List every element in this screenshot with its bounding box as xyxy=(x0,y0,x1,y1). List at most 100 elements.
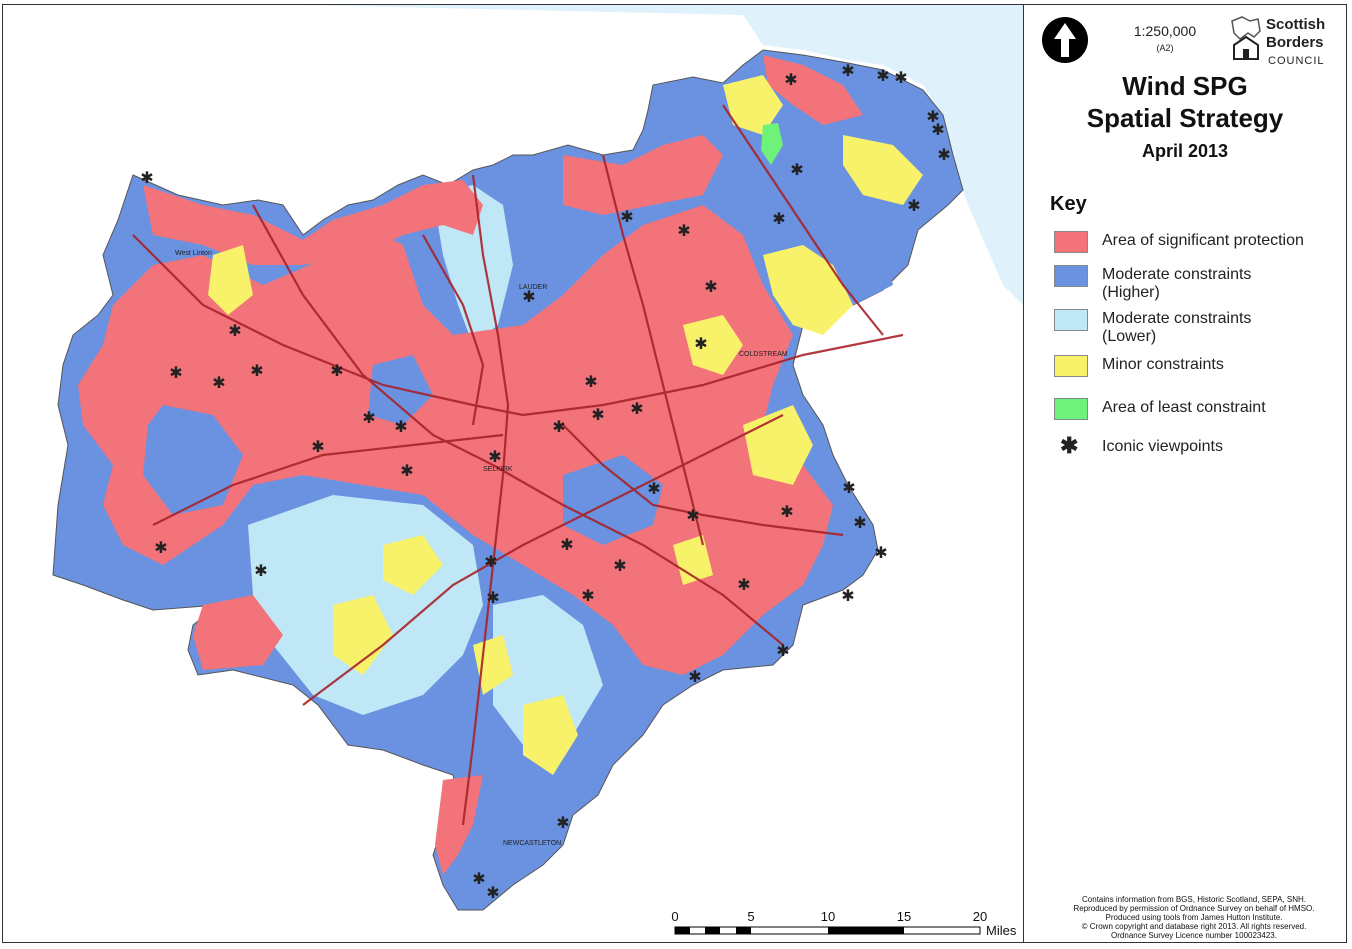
asterisk-icon: ✱ xyxy=(330,361,343,380)
higher-constraints-zone xyxy=(143,405,243,515)
asterisk-icon: ✱ xyxy=(926,107,939,126)
asterisk-icon: ✱ xyxy=(400,461,413,480)
map-title-line1: Wind SPG xyxy=(1122,71,1248,101)
protection-zone xyxy=(143,180,483,265)
asterisk-icon: ✱ xyxy=(630,399,643,418)
key-heading: Key xyxy=(1050,193,1087,215)
asterisk-icon: ✱ xyxy=(552,417,565,436)
minor-constraints-zone xyxy=(743,405,813,485)
asterisk-icon: ✱ xyxy=(1060,433,1079,458)
asterisk-icon: ✱ xyxy=(250,361,263,380)
map-title-line2: Spatial Strategy xyxy=(1086,103,1284,133)
asterisk-icon: ✱ xyxy=(486,588,499,607)
minor-constraints-zone xyxy=(683,315,743,375)
asterisk-icon: ✱ xyxy=(694,334,707,353)
minor-constraints-zone xyxy=(723,75,783,135)
asterisk-icon: ✱ xyxy=(784,70,797,89)
asterisk-icon: ✱ xyxy=(154,538,167,557)
key-label: Area of least constraint xyxy=(1102,399,1266,416)
town-label: West Linton xyxy=(175,250,212,257)
protection-zone xyxy=(193,595,283,670)
key-swatch xyxy=(1054,309,1088,331)
asterisk-icon: ✱ xyxy=(937,145,950,164)
scale-bar: 0 5 10 15 20 Miles xyxy=(671,909,1016,938)
asterisk-icon: ✱ xyxy=(686,506,699,525)
logo-text-line1: Scottish xyxy=(1266,16,1326,33)
minor-constraints-zone xyxy=(208,245,253,315)
protection-zone xyxy=(435,775,483,875)
asterisk-icon: ✱ xyxy=(790,160,803,179)
protection-zone xyxy=(763,55,863,125)
region-map: ✱ ✱ ✱ ✱ ✱ ✱ ✱ ✱ ✱ ✱ ✱ ✱ ✱ ✱ ✱ ✱ ✱ ✱ ✱ ✱ xyxy=(52,5,1023,938)
minor-constraints-zone xyxy=(523,695,578,775)
asterisk-icon: ✱ xyxy=(522,287,535,306)
asterisk-icon: ✱ xyxy=(169,363,182,382)
minor-constraints-zone xyxy=(383,535,443,595)
side-panel: 1:250,000 (A2) Scottish Borders COUNCIL … xyxy=(1024,5,1346,942)
asterisk-icon: ✱ xyxy=(772,209,785,228)
asterisk-icon: ✱ xyxy=(556,813,569,832)
north-arrow-icon xyxy=(1042,17,1088,63)
asterisk-icon: ✱ xyxy=(484,552,497,571)
asterisk-icon: ✱ xyxy=(874,543,887,562)
key-swatch xyxy=(1054,355,1088,377)
scale-bar-label: 5 xyxy=(747,909,754,924)
scale-bar-unit: Miles xyxy=(986,923,1017,938)
asterisk-icon: ✱ xyxy=(853,513,866,532)
protection-zone xyxy=(563,135,723,215)
scale-bar-label: 20 xyxy=(973,909,987,924)
key-swatch xyxy=(1054,231,1088,253)
map-scale: 1:250,000 xyxy=(1133,23,1197,39)
logo-text-line2: Borders xyxy=(1266,34,1324,51)
asterisk-icon: ✱ xyxy=(688,667,701,686)
asterisk-icon: ✱ xyxy=(362,408,375,427)
viewpoint-markers: ✱ ✱ ✱ ✱ ✱ ✱ ✱ ✱ ✱ ✱ ✱ ✱ ✱ ✱ ✱ ✱ ✱ ✱ ✱ ✱ xyxy=(140,61,950,902)
council-crest-icon xyxy=(1231,16,1261,60)
asterisk-icon: ✱ xyxy=(254,561,267,580)
asterisk-icon: ✱ xyxy=(591,405,604,424)
scale-bar-label: 10 xyxy=(821,909,835,924)
map-panel[interactable]: ✱ ✱ ✱ ✱ ✱ ✱ ✱ ✱ ✱ ✱ ✱ ✱ ✱ ✱ ✱ ✱ ✱ ✱ ✱ ✱ xyxy=(3,5,1024,942)
town-label: SELKIRK xyxy=(483,466,513,473)
minor-constraints-zone xyxy=(673,535,713,585)
minor-constraints-zone xyxy=(333,595,393,675)
key-label: Area of significant protection xyxy=(1102,232,1304,249)
logo-text-line3: COUNCIL xyxy=(1268,55,1325,67)
key-label: Moderate constraints (Higher) xyxy=(1102,266,1252,301)
asterisk-icon: ✱ xyxy=(704,277,717,296)
asterisk-icon: ✱ xyxy=(677,221,690,240)
asterisk-icon: ✱ xyxy=(472,869,485,888)
asterisk-icon: ✱ xyxy=(907,196,920,215)
asterisk-icon: ✱ xyxy=(212,373,225,392)
scale-bar-label: 15 xyxy=(897,909,911,924)
key-swatch xyxy=(1054,265,1088,287)
asterisk-icon: ✱ xyxy=(486,883,499,902)
asterisk-icon: ✱ xyxy=(228,321,241,340)
asterisk-icon: ✱ xyxy=(931,120,944,139)
asterisk-icon: ✱ xyxy=(613,556,626,575)
asterisk-icon: ✱ xyxy=(876,66,889,85)
asterisk-icon: ✱ xyxy=(647,479,660,498)
asterisk-icon: ✱ xyxy=(842,478,855,497)
minor-constraints-zone xyxy=(843,135,923,205)
key-label: Minor constraints xyxy=(1102,356,1224,373)
asterisk-icon: ✱ xyxy=(780,502,793,521)
asterisk-icon: ✱ xyxy=(560,535,573,554)
key-swatch xyxy=(1054,398,1088,420)
map-sheet: ✱ ✱ ✱ ✱ ✱ ✱ ✱ ✱ ✱ ✱ ✱ ✱ ✱ ✱ ✱ ✱ ✱ ✱ ✱ ✱ xyxy=(2,4,1347,943)
map-date: April 2013 xyxy=(1141,141,1229,161)
asterisk-icon: ✱ xyxy=(311,437,324,456)
asterisk-icon: ✱ xyxy=(737,575,750,594)
key-label: Moderate constraints (Lower) xyxy=(1102,310,1252,345)
road-network xyxy=(132,104,904,826)
scale-bar-label: 0 xyxy=(671,909,678,924)
paper-size: (A2) xyxy=(1156,43,1174,53)
town-label: LAUDER xyxy=(519,284,547,291)
town-label: COLDSTREAM xyxy=(739,351,788,358)
asterisk-icon: ✱ xyxy=(394,417,407,436)
asterisk-icon: ✱ xyxy=(894,68,907,87)
asterisk-icon: ✱ xyxy=(584,372,597,391)
key-label: Iconic viewpoints xyxy=(1102,438,1223,455)
asterisk-icon: ✱ xyxy=(841,61,854,80)
lower-constraints-zone xyxy=(493,595,603,745)
